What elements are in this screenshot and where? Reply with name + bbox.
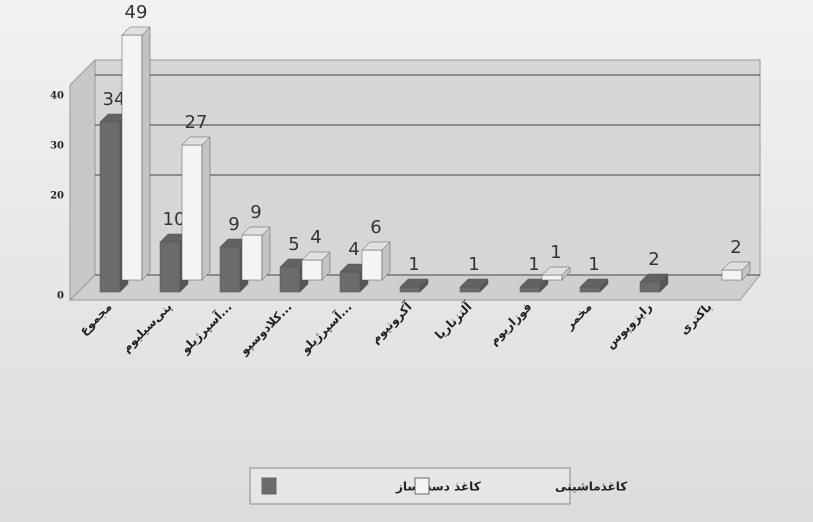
value-label: 6 [370, 217, 381, 238]
bar [721, 261, 751, 281]
bar [519, 278, 549, 293]
bar-face [519, 286, 541, 293]
legend-box [249, 467, 571, 505]
bar-face [399, 278, 429, 288]
value-label: 1 [588, 254, 599, 275]
bar [399, 278, 429, 293]
legend-swatch [261, 477, 277, 495]
value-label: 1 [528, 254, 539, 275]
value-label: 1 [550, 242, 561, 263]
bar [459, 278, 489, 293]
bar-face [459, 278, 489, 288]
bar [181, 136, 211, 281]
bar-face [721, 261, 751, 271]
bar-face [201, 136, 211, 281]
bar-face [399, 286, 421, 293]
bar-face [541, 266, 571, 276]
y-tick-label: 20 [50, 191, 64, 202]
bar [361, 241, 391, 281]
value-label: 34 [103, 89, 126, 110]
value-label: 2 [648, 249, 659, 270]
bar-face [301, 251, 331, 261]
value-label: 9 [228, 214, 239, 235]
y-tick-label: 0 [57, 291, 64, 302]
bar-face [639, 281, 661, 293]
value-label: 49 [125, 2, 148, 23]
value-label: 2 [730, 237, 741, 258]
legend-swatch [414, 477, 430, 495]
bar-face [181, 144, 203, 281]
bar-face [121, 26, 151, 36]
bar [339, 263, 369, 293]
value-label: 9 [250, 202, 261, 223]
bar-face [579, 286, 601, 293]
bar-face [141, 26, 151, 281]
bar-face [279, 266, 301, 293]
bar-face [99, 121, 121, 293]
bar [121, 26, 151, 281]
side-wall [69, 58, 96, 302]
bar-face [241, 226, 271, 236]
bar-face [361, 241, 391, 251]
bar-face [301, 259, 323, 281]
legend-label: کاغذماشینی [555, 480, 627, 494]
legend-label: کاغذ دست‌ساز [395, 480, 481, 494]
bar-face [181, 136, 211, 146]
bar [639, 273, 669, 293]
bar-face [159, 241, 181, 293]
value-label: 1 [408, 254, 419, 275]
y-tick-label: 30 [50, 141, 64, 152]
bar-face [339, 271, 361, 293]
bar [579, 278, 609, 293]
bar-face [241, 234, 263, 281]
value-label: 27 [185, 112, 208, 133]
bar-face [261, 226, 271, 281]
value-label: 4 [348, 239, 359, 260]
bar-face [639, 273, 669, 283]
bar-face [459, 286, 481, 293]
y-tick-label: 40 [50, 91, 64, 102]
value-label: 10 [163, 209, 186, 230]
bar-face [579, 278, 609, 288]
bar [541, 266, 571, 281]
value-label: 5 [288, 234, 299, 255]
bar-face [121, 34, 143, 281]
value-label: 1 [468, 254, 479, 275]
bar-face [721, 269, 743, 281]
value-label: 4 [310, 227, 321, 248]
bar-face [219, 246, 241, 293]
bar-face [541, 274, 563, 281]
bar [241, 226, 271, 281]
bar [301, 251, 331, 281]
bar-face [361, 249, 383, 281]
